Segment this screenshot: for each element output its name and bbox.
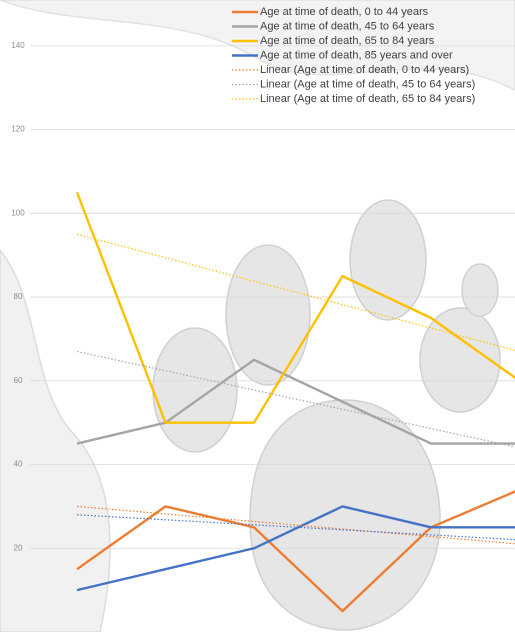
trendline [76, 233, 515, 351]
y-tick-label: 120 [11, 125, 25, 134]
y-tick-label: 20 [14, 543, 23, 552]
legend-label: Age at time of death, 0 to 44 years [260, 6, 429, 18]
series-line [75, 191, 515, 424]
legend-label: Age at time of death, 45 to 64 years [260, 20, 435, 32]
y-tick-label: 80 [14, 292, 23, 301]
y-tick-label: 40 [14, 460, 23, 469]
legend-label: Linear (Age at time of death, 0 to 44 ye… [260, 64, 469, 76]
legend-label: Linear (Age at time of death, 45 to 64 y… [260, 78, 475, 90]
y-tick-label: 60 [14, 376, 23, 385]
y-tick-label: 100 [11, 208, 25, 217]
series-line [76, 490, 515, 613]
legend-label: Age at time of death, 85 years and over [260, 49, 453, 61]
y-tick-label: 140 [11, 41, 25, 50]
legend-label: Age at time of death, 65 to 84 years [260, 35, 435, 47]
trendline [76, 514, 515, 541]
series-line [76, 358, 515, 445]
trendline [76, 505, 515, 545]
legend-label: Linear (Age at time of death, 65 to 84 y… [260, 93, 475, 105]
